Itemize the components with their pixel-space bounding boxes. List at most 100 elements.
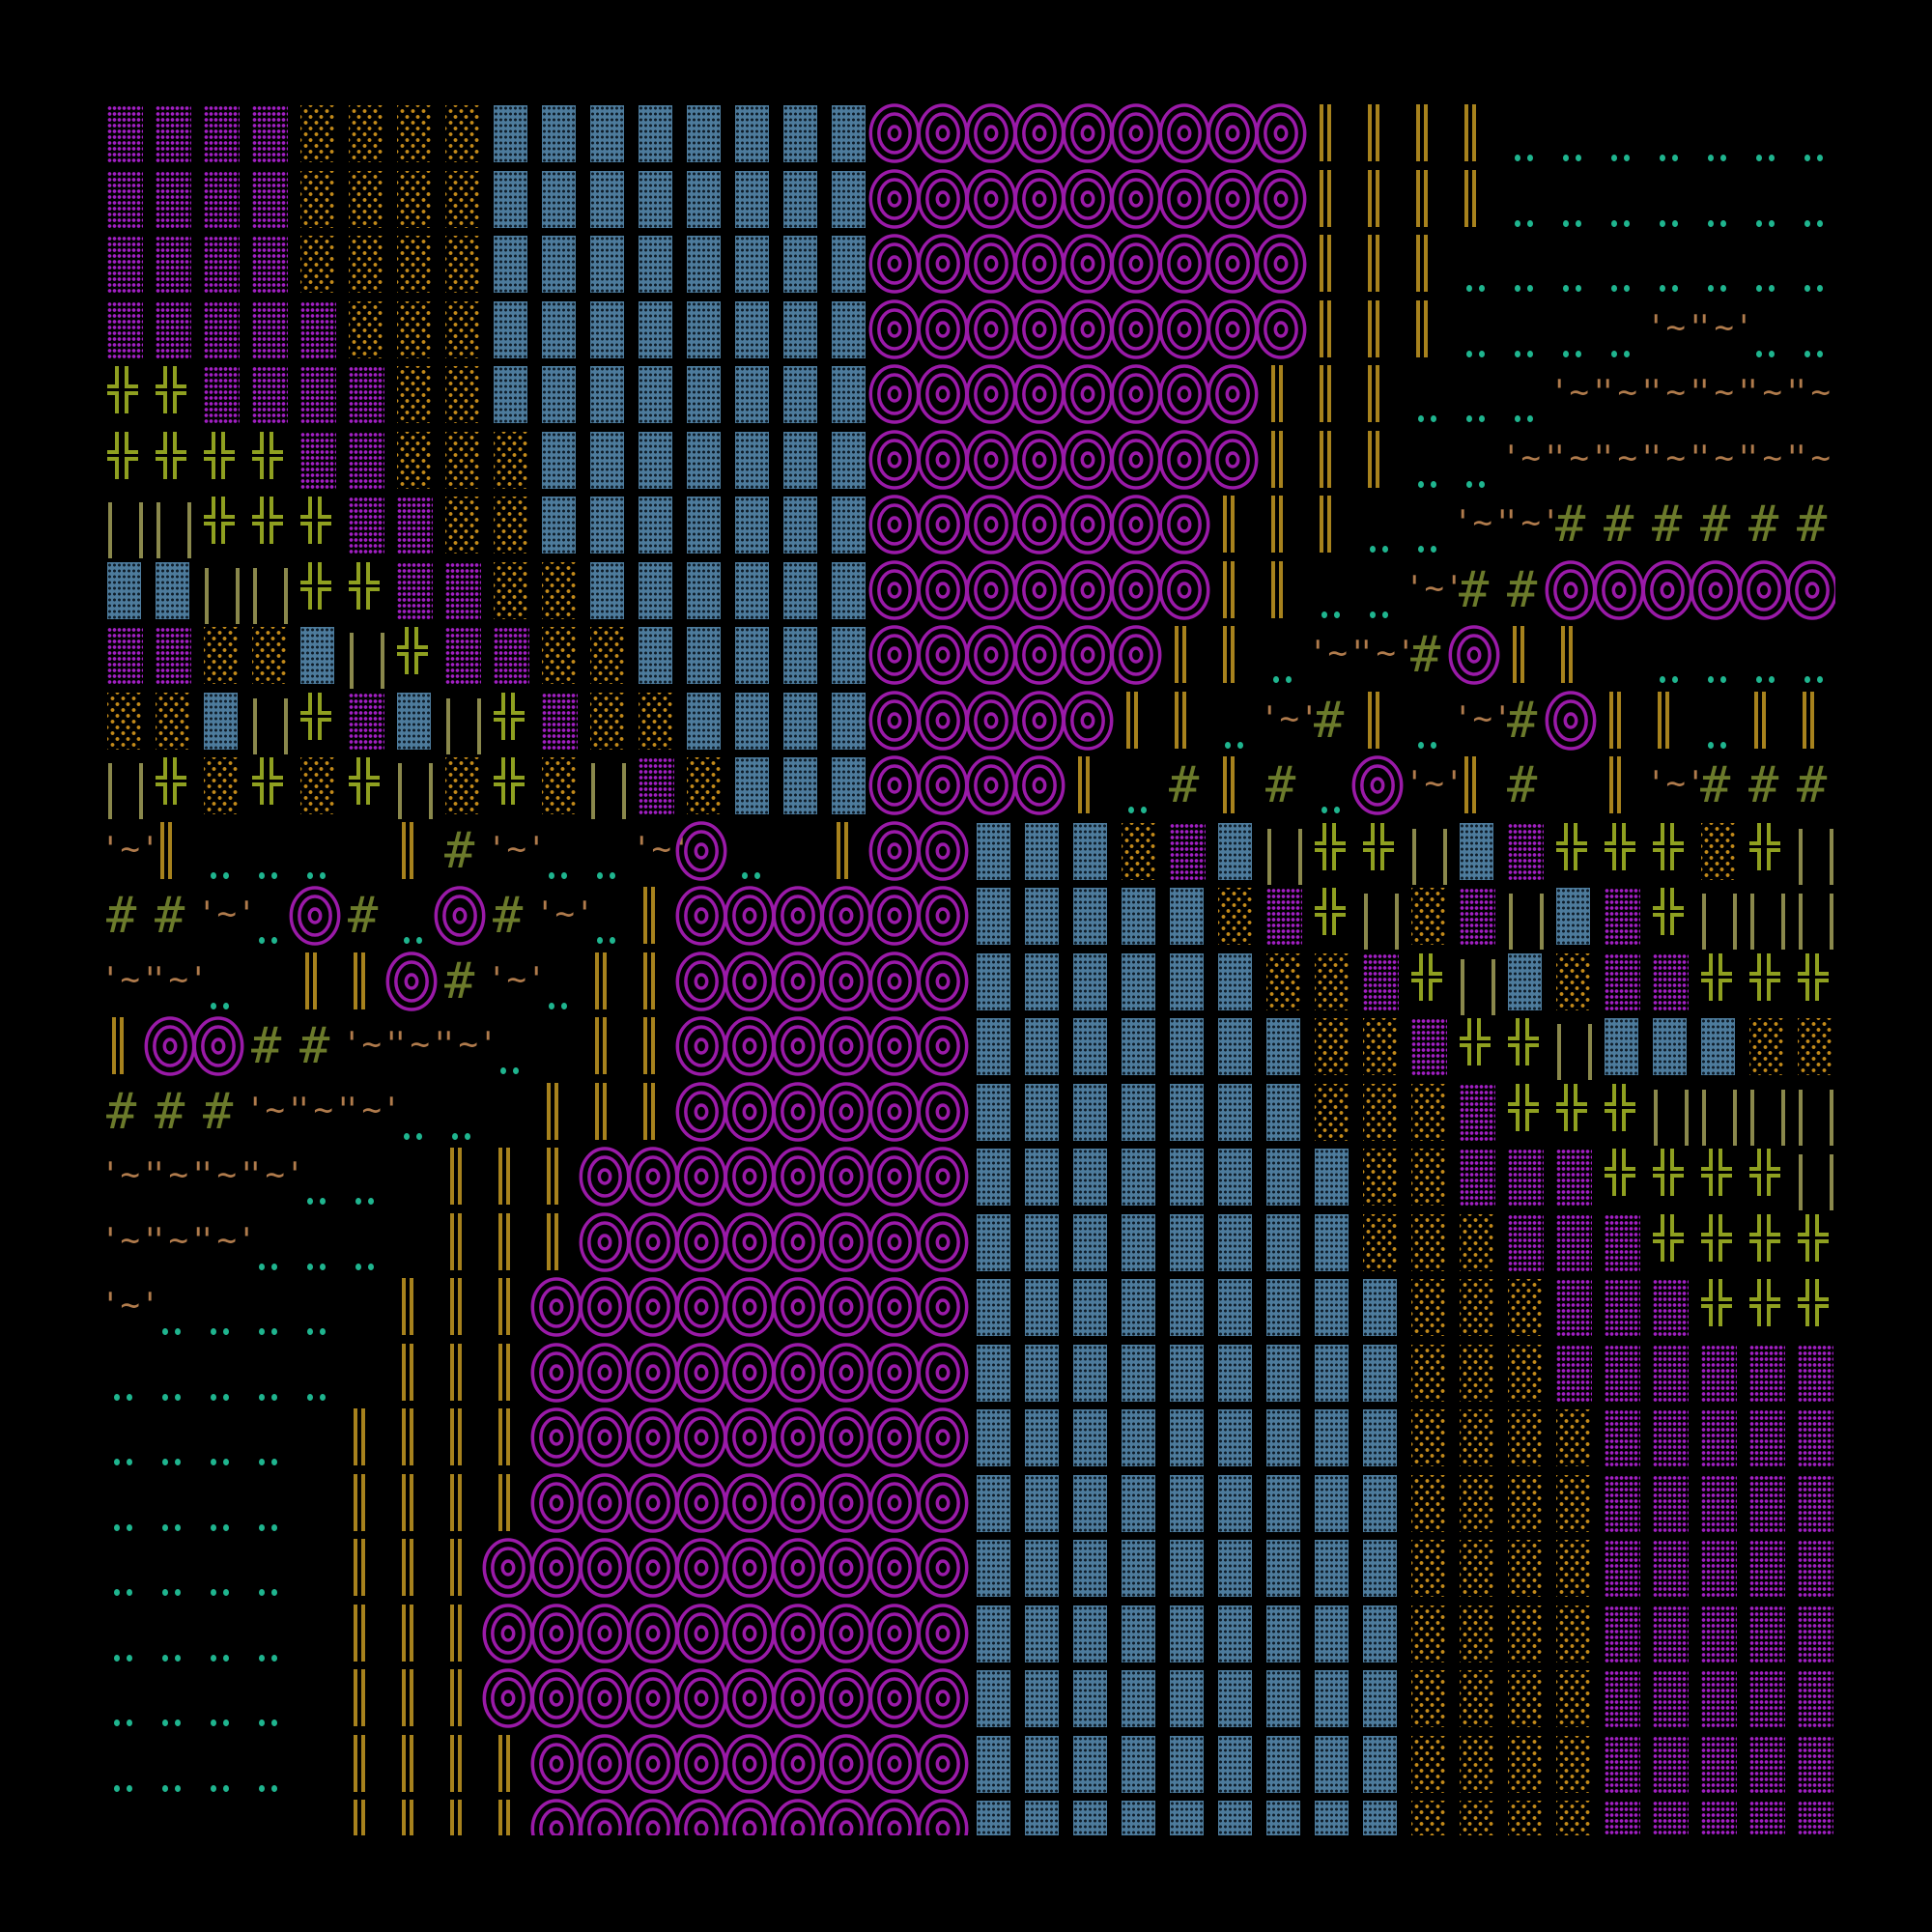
circle-ring (587, 1416, 622, 1459)
quote-tilde-glyph: '~' (390, 1009, 449, 1075)
circle-ring (974, 634, 1009, 676)
blue-block-icon (1170, 888, 1204, 945)
circle-ring (732, 1481, 767, 1524)
teal-dot-icon (223, 1784, 229, 1792)
orange-dots-icon (687, 757, 721, 814)
circle-ring (1022, 698, 1057, 742)
purple-dots-icon (445, 627, 481, 684)
circle-ring (587, 1677, 622, 1719)
orange-dots-icon (1363, 1213, 1397, 1271)
teal-double-dot-glyph (1602, 293, 1650, 358)
double-bar-glyph (394, 1597, 442, 1662)
purple-dots-icon (1653, 1344, 1689, 1402)
circle-ring (781, 1416, 815, 1459)
teal-double-dot-glyph (201, 1727, 249, 1793)
circle-ring (732, 1286, 767, 1328)
quote-tilde-glyph: '~' (1646, 293, 1705, 358)
double-bar-icon (1376, 299, 1379, 357)
circle-ring (442, 895, 477, 937)
teal-double-dot-glyph (1747, 227, 1795, 293)
teal-dot-icon (175, 1393, 181, 1401)
double-bar-glyph (1795, 684, 1835, 750)
double-bar-icon (354, 952, 357, 1009)
circle-ring (925, 177, 960, 220)
circle-ring (587, 1220, 622, 1264)
circle-ring (645, 1754, 661, 1773)
circle-ring (1128, 125, 1144, 142)
glyph-row (104, 1466, 1835, 1533)
glyph-row (104, 1336, 1835, 1403)
circle-ring (385, 951, 438, 1011)
double-bar-icon (1609, 756, 1613, 813)
purple-dense-dots-glyph (636, 749, 684, 814)
circle-ring (917, 1211, 969, 1272)
blue-block-glyph (587, 357, 636, 423)
concentric-circles-glyph (579, 1270, 636, 1337)
circle-ring (790, 1102, 806, 1121)
orange-dots-icon (1749, 1018, 1783, 1075)
teal-double-dot-glyph (587, 814, 636, 880)
double-bar-icon (1271, 430, 1275, 488)
orange-dots-icon (204, 627, 238, 684)
purple-dense-dots-glyph (1650, 1792, 1698, 1835)
blue-block-icon (735, 757, 769, 814)
teal-dot-icon (1769, 350, 1775, 357)
teal-dot-icon (1672, 155, 1678, 161)
circle-ring (838, 1429, 854, 1446)
blue-block-glyph (732, 423, 781, 489)
blue-block-glyph (974, 945, 1022, 1010)
double-cross-icon (1749, 1279, 1780, 1326)
circle-ring (636, 1220, 670, 1264)
quote-tilde-text: '~' (100, 1155, 160, 1194)
blue-block-glyph (491, 227, 539, 293)
orange-dots-icon (1460, 1801, 1493, 1835)
orange-sparse-dots-glyph (1408, 1075, 1457, 1141)
blue-block-glyph (1215, 1401, 1264, 1466)
blue-block-glyph (974, 1662, 1022, 1727)
circle-ring (742, 1493, 757, 1512)
circle-ring (1177, 385, 1192, 403)
quote-tilde-glyph: '~' (1743, 423, 1802, 489)
purple-dense-dots-glyph (1553, 1140, 1602, 1206)
quote-tilde-glyph: '~' (487, 945, 546, 1010)
quote-tilde-glyph: '~' (100, 1206, 159, 1271)
circle-ring (925, 1155, 960, 1198)
blue-block-icon (1025, 1083, 1059, 1141)
blue-block-icon (1122, 1213, 1155, 1271)
blue-block-icon (1170, 1670, 1204, 1727)
concentric-circles-glyph (772, 1597, 829, 1663)
orange-dots-icon (349, 300, 383, 358)
blank-glyph (491, 1075, 539, 1141)
orange-sparse-dots-glyph (1408, 1270, 1457, 1336)
teal-double-dot-glyph (201, 1336, 249, 1402)
quote-tilde-text: '~' (1646, 373, 1706, 412)
blank-glyph (1553, 749, 1602, 814)
concentric-circles-icon (1110, 103, 1162, 163)
teal-dot-icon (1466, 415, 1472, 422)
blue-block-glyph (1119, 1531, 1167, 1597)
double-bar-icon (595, 1082, 599, 1140)
cross-shape (252, 431, 283, 479)
circle-ring (838, 972, 854, 990)
purple-dense-dots-glyph (539, 684, 587, 750)
blue-block-glyph (201, 684, 249, 750)
teal-double-dot-glyph (201, 1662, 249, 1727)
purple-dots-icon (1749, 1474, 1785, 1532)
circle-ring (829, 1220, 864, 1264)
purple-dots-icon (156, 105, 191, 162)
cross-shape (494, 757, 525, 805)
circle-ring (1255, 103, 1307, 163)
double-bar-icon (402, 1473, 406, 1531)
orange-dots-icon (1363, 1149, 1397, 1206)
orange-dots-icon (1556, 952, 1590, 1010)
blue-block-icon (977, 1344, 1010, 1402)
thin-bar-icon (1412, 828, 1416, 885)
concentric-circles-glyph (385, 945, 442, 1011)
concentric-circles-icon (917, 1472, 969, 1533)
circle-ring (974, 373, 1009, 415)
blue-block-icon (977, 1474, 1010, 1532)
teal-double-dot-glyph (1698, 97, 1747, 162)
blue-block-glyph (1022, 1206, 1070, 1271)
blue-block-glyph (491, 293, 539, 358)
hash-glyph: # (1408, 618, 1457, 684)
